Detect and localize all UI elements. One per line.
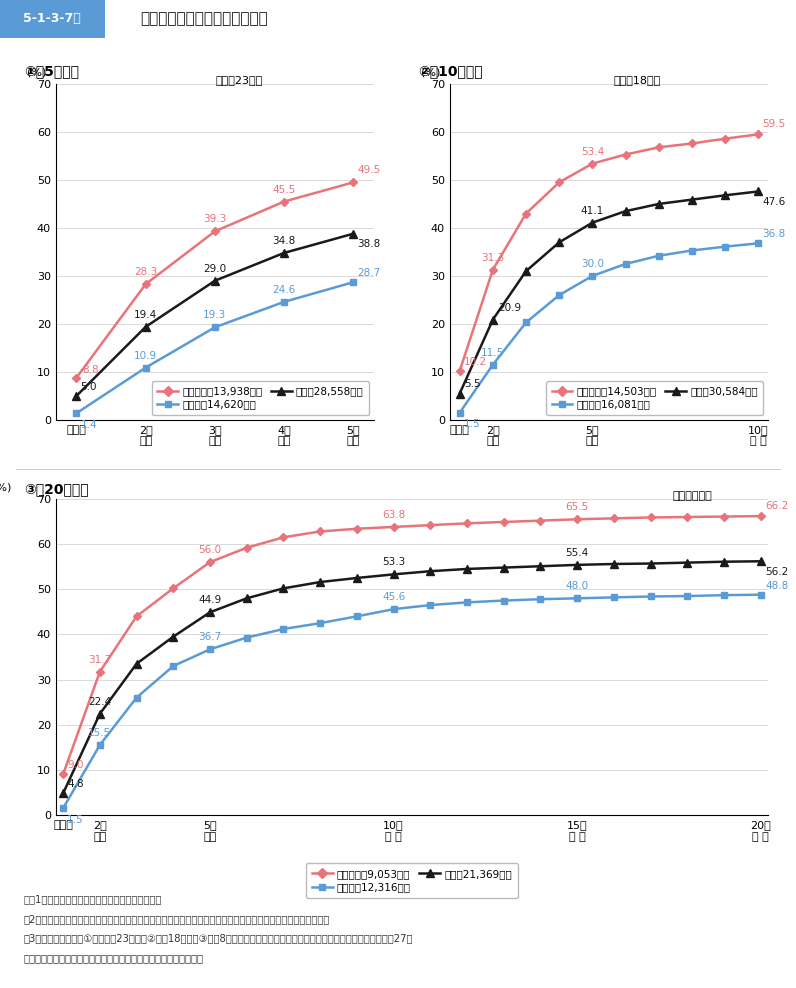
Text: 38.8: 38.8 <box>357 239 380 249</box>
Text: 34.8: 34.8 <box>272 236 296 246</box>
Text: 53.3: 53.3 <box>382 557 405 567</box>
Text: (%): (%) <box>27 67 46 77</box>
Text: 45.5: 45.5 <box>272 185 296 195</box>
Text: （平成８年）: （平成８年） <box>673 491 712 501</box>
Text: 10.2: 10.2 <box>464 357 487 367</box>
Text: 注　1　法務省大臣官房司法法制部の資料による。: 注 1 法務省大臣官房司法法制部の資料による。 <box>24 894 162 904</box>
Text: 22.4: 22.4 <box>88 697 111 707</box>
Text: 28.7: 28.7 <box>357 268 380 278</box>
Legend: 満期釈放（13,938人）, 仮釈放（14,620人）, 総数（28,558人）: 満期釈放（13,938人）, 仮釈放（14,620人）, 総数（28,558人） <box>152 381 369 415</box>
Text: 56.2: 56.2 <box>765 566 788 577</box>
Text: 48.0: 48.0 <box>566 581 589 592</box>
Text: 36.7: 36.7 <box>198 632 221 642</box>
Text: 66.2: 66.2 <box>765 501 788 511</box>
Text: 9.0: 9.0 <box>67 761 84 771</box>
Text: 3　「再入率」は，①では平成23年の，②では18年の，③では8年の，各出所受刑者の人員に占める，それぞれ当該出所年かも27年: 3 「再入率」は，①では平成23年の，②では18年の，③では8年の，各出所受刑者… <box>24 934 413 944</box>
Text: (%): (%) <box>0 482 11 493</box>
Text: 11.5: 11.5 <box>482 348 505 358</box>
Text: 44.9: 44.9 <box>198 596 221 606</box>
Text: (%): (%) <box>421 67 440 77</box>
Text: 48.8: 48.8 <box>765 581 788 591</box>
Text: 41.1: 41.1 <box>581 206 604 215</box>
Text: 30.0: 30.0 <box>581 259 604 269</box>
Text: 55.4: 55.4 <box>565 548 589 558</box>
Text: 36.8: 36.8 <box>763 229 786 239</box>
FancyBboxPatch shape <box>0 0 105 38</box>
Text: ③　20年以内: ③ 20年以内 <box>24 482 88 496</box>
Text: 28.3: 28.3 <box>134 267 158 278</box>
Text: 63.8: 63.8 <box>382 510 405 520</box>
Text: 29.0: 29.0 <box>203 264 227 274</box>
Legend: 満期釈放（14,503人）, 仮釈放（16,081人）, 総数（30,584人）: 満期釈放（14,503人）, 仮釈放（16,081人）, 総数（30,584人） <box>546 381 763 415</box>
Text: （平成23年）: （平成23年） <box>215 75 263 85</box>
Text: 45.6: 45.6 <box>382 592 405 603</box>
Text: 20.9: 20.9 <box>498 302 521 312</box>
Text: ①　5年以内: ① 5年以内 <box>24 64 79 78</box>
Text: 49.5: 49.5 <box>357 165 380 176</box>
Text: 31.3: 31.3 <box>482 253 505 263</box>
Text: 1.5: 1.5 <box>67 815 84 825</box>
Text: 5.5: 5.5 <box>464 379 481 389</box>
Text: 19.3: 19.3 <box>203 310 227 320</box>
Text: 10.9: 10.9 <box>135 351 158 361</box>
Legend: 満期釈放（9,053人）, 仮釈放（12,316人）, 総数（21,369人）: 満期釈放（9,053人）, 仮釈放（12,316人）, 総数（21,369人） <box>306 863 518 898</box>
Text: 5-1-3-7図: 5-1-3-7図 <box>23 12 81 26</box>
Text: 出所受刑者の出所事由別再入率: 出所受刑者の出所事由別再入率 <box>140 11 267 27</box>
Text: 65.5: 65.5 <box>565 502 589 513</box>
Text: 15.5: 15.5 <box>88 728 111 738</box>
Text: ②　10年以内: ② 10年以内 <box>418 64 482 78</box>
Text: 4.8: 4.8 <box>67 780 84 789</box>
Text: 59.5: 59.5 <box>763 119 786 128</box>
Text: 24.6: 24.6 <box>272 285 296 294</box>
Text: 39.3: 39.3 <box>203 214 227 224</box>
Text: 1.5: 1.5 <box>464 419 481 430</box>
Text: 47.6: 47.6 <box>763 197 786 206</box>
Text: 1.4: 1.4 <box>80 420 97 430</box>
Text: 5.0: 5.0 <box>80 381 97 391</box>
Text: 56.0: 56.0 <box>198 545 221 555</box>
Text: 31.7: 31.7 <box>88 655 111 665</box>
Text: （平成18年）: （平成18年） <box>613 75 661 85</box>
Text: 8.8: 8.8 <box>82 365 99 374</box>
Text: までの各年の年末までに再入所した者の人員の比率をいう。: までの各年の年末までに再入所した者の人員の比率をいう。 <box>24 953 204 963</box>
Text: 53.4: 53.4 <box>581 146 604 157</box>
Text: 19.4: 19.4 <box>134 310 158 320</box>
Text: 2　前刑出所後の犯罪により再入所した者で，かつ，前刑出所事由が満期釈放又は仮釈放の者を計上している。: 2 前刑出所後の犯罪により再入所した者で，かつ，前刑出所事由が満期釈放又は仮釈放… <box>24 914 330 924</box>
